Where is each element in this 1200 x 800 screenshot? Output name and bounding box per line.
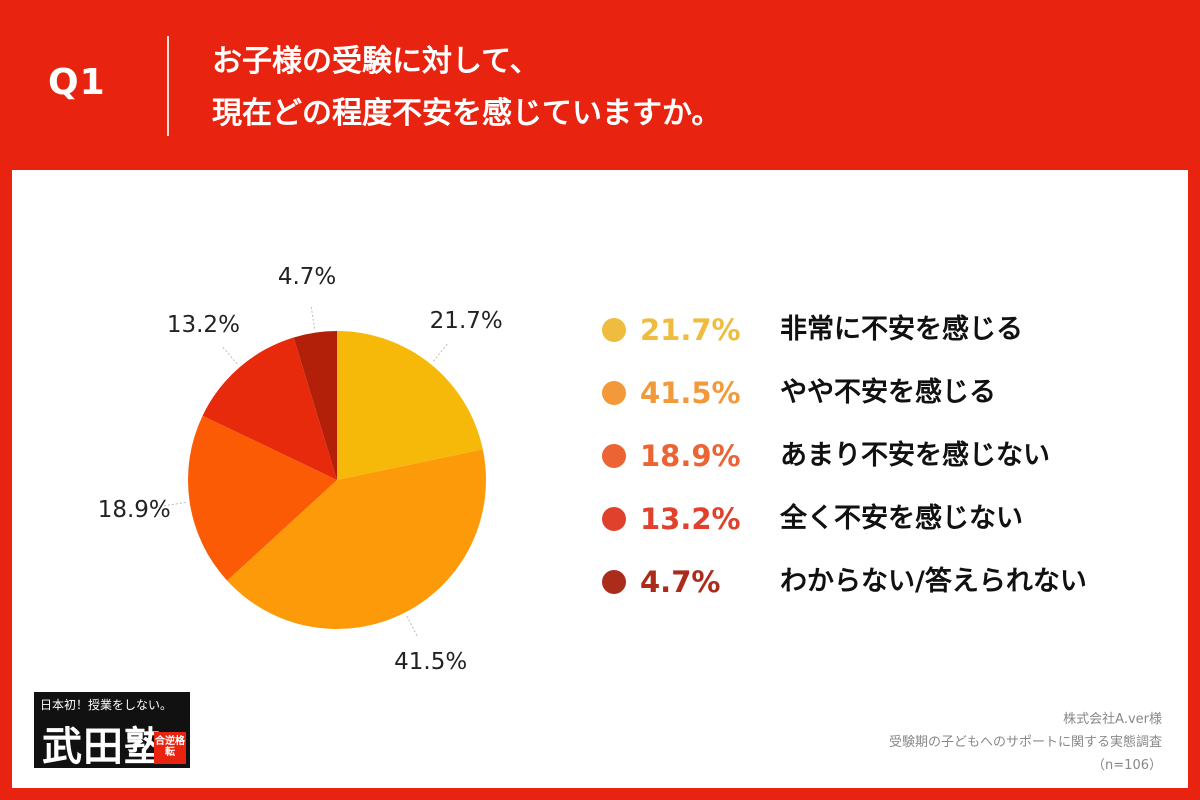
question-number: Q1 — [48, 62, 106, 103]
legend-label: わからない/答えられない — [780, 566, 1087, 597]
legend-item: 4.7% わからない/答えられない — [602, 562, 1162, 602]
pie-leader-line-1 — [433, 342, 449, 362]
source-sample-size: （n=106） — [1092, 758, 1162, 773]
pie-slice-2 — [227, 449, 487, 630]
pie-data-label-1: 21.7% — [429, 307, 503, 334]
pie-chart — [161, 304, 487, 638]
legend-label: 全く不安を感じない — [780, 503, 1023, 534]
source-line2: 受験期の子どもへのサポートに関する実態調査 — [888, 735, 1162, 750]
legend-marker — [602, 381, 626, 405]
legend-value: 13.2% — [640, 502, 741, 536]
legend-label: やや不安を感じる — [780, 377, 996, 408]
pie-leader-line-4 — [221, 345, 238, 365]
pie-leader-line-2 — [406, 615, 419, 638]
pie-data-label-4: 13.2% — [166, 311, 240, 338]
logo-badge: 合逆格転 — [154, 732, 186, 764]
source-note: 株式会社A.ver様 受験期の子どもへのサポートに関する実態調査 （n=106） — [889, 708, 1162, 777]
legend-marker — [602, 507, 626, 531]
question-title-line2: 現在どの程度不安を感じていますか。 — [212, 96, 722, 131]
logo-name: 武田塾 — [42, 723, 165, 768]
pie-slice-5 — [293, 331, 337, 480]
legend-value: 21.7% — [640, 313, 741, 347]
chart-panel: 21.7% 41.5% 18.9% 13.2% 4.7% 21.7% 非常に不安を感じる 4… — [12, 170, 1188, 788]
legend-marker — [602, 444, 626, 468]
legend-marker — [602, 570, 626, 594]
legend-marker — [602, 318, 626, 342]
logo-tagline: 日本初！授業をしない。 — [40, 698, 173, 712]
legend-value: 41.5% — [640, 376, 741, 410]
legend-value: 18.9% — [640, 439, 741, 473]
pie-data-label-3: 18.9% — [97, 497, 171, 524]
pie-slice-3 — [187, 415, 337, 581]
legend-item: 13.2% 全く不安を感じない — [602, 499, 1162, 539]
source-line1: 株式会社A.ver様 — [1063, 712, 1162, 727]
pie-slice-1 — [337, 331, 483, 480]
legend-label: あまり不安を感じない — [780, 440, 1050, 471]
legend-item: 18.9% あまり不安を感じない — [602, 436, 1162, 476]
pie-data-label-2: 41.5% — [394, 649, 468, 676]
legend-value: 4.7% — [640, 565, 721, 599]
takedajuku-logo: 日本初！授業をしない。 武田塾 合逆格転 — [34, 692, 190, 768]
pie-data-label-5: 4.7% — [277, 264, 337, 291]
legend-item: 21.7% 非常に不安を感じる — [602, 310, 1162, 350]
header: Q1 お子様の受験に対して、 現在どの程度不安を感じていますか。 — [0, 0, 1200, 170]
pie-leader-line-5 — [310, 304, 315, 329]
header-divider — [167, 36, 169, 136]
legend-item: 41.5% やや不安を感じる — [602, 373, 1162, 413]
pie-slice-4 — [202, 337, 337, 480]
question-title: お子様の受験に対して、 現在どの程度不安を感じていますか。 — [212, 36, 721, 140]
pie-leader-line-3 — [161, 502, 186, 507]
question-title-line1: お子様の受験に対して、 — [212, 44, 540, 79]
legend-label: 非常に不安を感じる — [780, 314, 1023, 345]
